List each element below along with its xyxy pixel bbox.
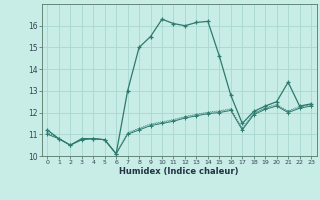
X-axis label: Humidex (Indice chaleur): Humidex (Indice chaleur)	[119, 167, 239, 176]
